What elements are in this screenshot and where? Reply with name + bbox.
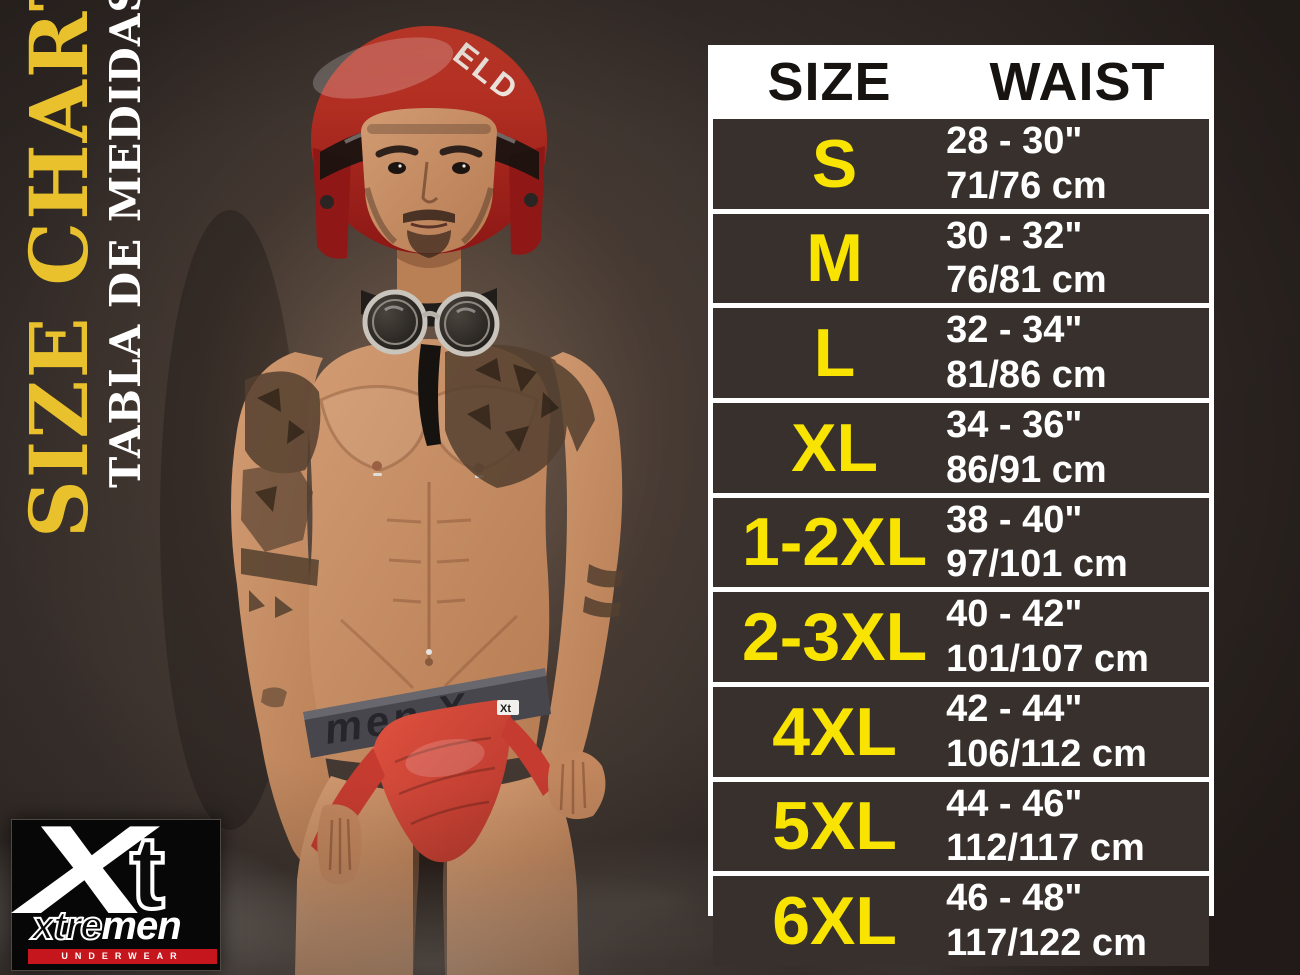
size-table-header: SIZE WAIST (713, 50, 1209, 114)
waist-cm: 112/117 cm (946, 827, 1145, 870)
waist-value: 40 - 42" 101/107 cm (946, 592, 1209, 682)
logo-underwear-banner: UNDERWEAR (28, 949, 217, 964)
logo-word-outline: xtre (31, 904, 103, 948)
waist-cm: 86/91 cm (946, 448, 1107, 491)
waist-cm: 81/86 cm (946, 354, 1107, 397)
pouch-tag-text: Xt (500, 703, 511, 715)
waist-inches: 28 - 30" (946, 120, 1083, 162)
waist-value: 34 - 36" 86/91 cm (946, 403, 1209, 493)
waist-value: 30 - 32" 76/81 cm (946, 214, 1209, 304)
size-column-header: SIZE (767, 52, 892, 112)
waist-value: 44 - 46" 112/117 cm (946, 782, 1209, 872)
waist-cm: 97/101 cm (946, 543, 1128, 586)
logo-t-letter: t (128, 814, 167, 933)
table-row-4xl: 4XL 42 - 44" 106/112 cm (713, 686, 1209, 777)
poster-title: SIZE CHART (12, 0, 106, 538)
waist-inches: 44 - 46" (946, 782, 1083, 825)
size-value: 4XL (772, 693, 897, 770)
waist-inches: 30 - 32" (946, 214, 1083, 257)
waist-inches: 46 - 48" (946, 877, 1083, 920)
waist-value: 28 - 30" 71/76 cm (946, 119, 1209, 209)
waist-value: 32 - 34" 81/86 cm (946, 308, 1209, 398)
waist-inches: 38 - 40" (946, 498, 1083, 541)
waist-inches: 32 - 34" (946, 309, 1083, 352)
table-row-s: S 28 - 30" 71/76 cm (713, 119, 1209, 209)
waist-value: 46 - 48" 117/122 cm (946, 876, 1209, 966)
table-row-xl: XL 34 - 36" 86/91 cm (713, 402, 1209, 493)
logo-x-letter: X (20, 799, 151, 940)
size-value: 2-3XL (741, 599, 928, 676)
waist-value: 42 - 44" 106/112 cm (946, 687, 1209, 777)
size-value: 6XL (772, 883, 897, 960)
size-value: XL (791, 409, 878, 486)
waist-cm: 76/81 cm (946, 259, 1107, 302)
table-row-l: L 32 - 34" 81/86 cm (713, 308, 1209, 398)
waist-cm: 71/76 cm (946, 164, 1107, 207)
waist-cm: 117/122 cm (946, 922, 1147, 965)
table-row-2-3xl: 2-3XL 40 - 42" 101/107 cm (713, 592, 1209, 682)
waist-inches: 34 - 36" (946, 403, 1083, 446)
size-value: M (806, 220, 863, 297)
waist-value: 38 - 40" 97/101 cm (946, 498, 1209, 588)
table-row-5xl: 5XL 44 - 46" 112/117 cm (713, 781, 1209, 872)
xtremen-logo: X t xtremen UNDERWEAR (11, 799, 221, 971)
logo-wordmark: xtremen (31, 904, 182, 948)
waist-inches: 42 - 44" (946, 687, 1083, 730)
logo-word-solid: men (101, 904, 181, 948)
size-table: SIZE WAIST S 28 - 30" 71/76 cm M 30 - 32… (708, 45, 1214, 966)
poster-subtitle: TABLA DE MEDIDAS (101, 0, 150, 488)
waist-column-header: WAIST (989, 52, 1166, 112)
size-value: L (813, 315, 856, 392)
size-value: 1-2XL (741, 504, 928, 581)
waist-cm: 106/112 cm (946, 732, 1147, 775)
model-photo: ELD (160, 26, 623, 975)
waist-cm: 101/107 cm (946, 638, 1149, 681)
table-row-6xl: 6XL 46 - 48" 117/122 cm (713, 876, 1209, 966)
table-row-m: M 30 - 32" 76/81 cm (713, 213, 1209, 304)
table-row-1-2xl: 1-2XL 38 - 40" 97/101 cm (713, 497, 1209, 588)
size-value: S (811, 125, 858, 202)
size-value: 5XL (772, 788, 897, 865)
waist-inches: 40 - 42" (946, 593, 1083, 636)
